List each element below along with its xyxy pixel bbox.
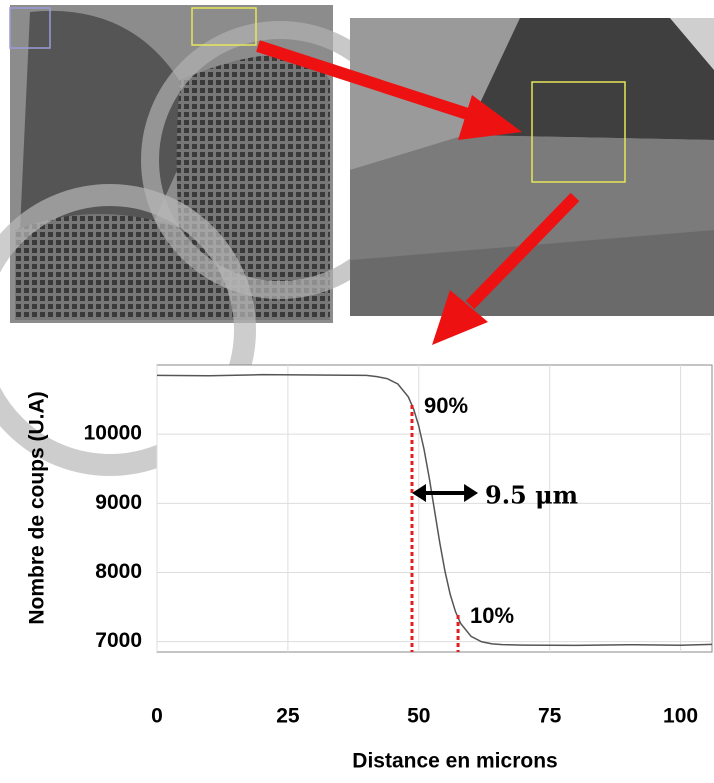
- y-axis-label: Nombre de coups (U.A): [26, 391, 49, 624]
- y-tick-label: 9000: [95, 491, 142, 514]
- marker-label: 90%: [424, 393, 468, 418]
- x-tick-label: 100: [663, 705, 698, 728]
- y-tick-label: 10000: [84, 422, 142, 445]
- x-tick-label: 25: [276, 705, 300, 728]
- data-line: [156, 373, 713, 647]
- y-tick-label: 7000: [95, 629, 142, 652]
- y-tick-label: 8000: [95, 560, 142, 583]
- marker-label: 10%: [470, 603, 514, 628]
- x-tick-label: 75: [538, 705, 562, 728]
- zoom-image: [350, 18, 714, 316]
- arrows: [256, 40, 580, 345]
- width-label: 9.5 μm: [485, 481, 578, 510]
- x-tick-label: 0: [151, 705, 163, 728]
- x-axis-label: Distance en microns: [352, 750, 557, 773]
- x-tick-label: 50: [407, 705, 430, 728]
- arrow-head: [411, 484, 479, 502]
